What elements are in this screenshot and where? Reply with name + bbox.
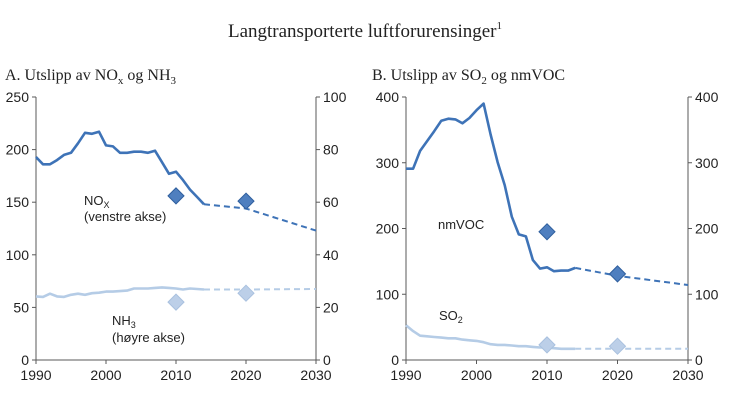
nox-label-text: NO [84,193,104,208]
nox-target-diamond [167,187,185,205]
so2-label-sub: 2 [458,315,463,325]
nh3-projection-line [204,288,317,291]
nh3-axis-note: (høyre akse) [112,330,185,345]
nox-line [35,130,205,206]
x-tick-label: 2000 [461,367,492,383]
right-tick-label: 100 [323,89,347,105]
left-tick-label: 400 [376,89,400,105]
nox-projection-marker-diamond [237,192,255,210]
left-tick-label: 250 [6,89,30,105]
nh3-line [35,286,205,299]
nh3-target-diamond [167,293,185,311]
x-tick-label: 2010 [531,367,562,383]
left-tick-label: 0 [391,352,399,368]
nmvoc-label: nmVOC [438,217,484,232]
left-tick-label: 100 [376,286,400,302]
nox-label-sub: X [104,200,110,210]
panel-b-title-mid: og nmVOC [487,67,565,84]
so2-label: SO2 [439,308,463,325]
left-tick-label: 300 [376,155,400,171]
left-tick-label: 200 [6,142,30,158]
figure-title-footnote: 1 [497,20,503,32]
figure-title: Langtransporterte luftforurensinger1 [228,20,502,42]
right-tick-label: 60 [323,194,339,210]
right-tick-label: 0 [323,352,331,368]
so2-label-text: SO [439,308,458,323]
x-tick-label: 2000 [90,367,121,383]
right-tick-label: 100 [695,286,719,302]
panel-b-title-prefix: B. Utslipp av SO [372,67,481,84]
left-tick-label: 50 [13,299,29,315]
x-tick-label: 1990 [20,367,51,383]
so2-target-diamond [538,336,556,354]
right-tick-label: 300 [695,155,719,171]
panel-b-title: B. Utslipp av SO2 og nmVOC [372,67,565,87]
panel-a-title-prefix: A. Utslipp av NO [5,67,118,84]
x-tick-label: 2030 [672,367,703,383]
right-tick-label: 80 [323,142,339,158]
left-tick-label: 200 [376,221,400,237]
left-tick-label: 100 [6,247,30,263]
right-tick-label: 200 [695,221,719,237]
right-tick-label: 400 [695,89,719,105]
x-tick-label: 2010 [160,367,191,383]
x-tick-label: 1990 [390,367,421,383]
nh3-projection-marker-diamond [237,284,255,302]
nh3-label-text: NH [112,313,131,328]
panel-a-title: A. Utslipp av NOx og NH3 [5,67,177,87]
x-tick-label: 2020 [602,367,633,383]
panel-b-title-sub1: 2 [481,75,487,87]
right-tick-label: 40 [323,247,339,263]
nox-axis-note: (venstre akse) [84,209,166,224]
left-tick-label: 150 [6,194,30,210]
nh3-label: NH3 [112,313,136,330]
figure-title-text: Langtransporterte luftforurensinger [228,21,497,42]
panel-a-title-sub2: 3 [171,75,177,87]
nmvoc-projection-marker-diamond [608,265,627,283]
panel-a: A. Utslipp av NOx og NH3 050100150200250… [5,67,347,383]
panel-b: B. Utslipp av SO2 og nmVOC 0100200300400… [372,67,719,383]
left-tick-label: 0 [21,352,29,368]
nmvoc-projection-line [575,266,689,286]
nh3-label-sub: 3 [131,320,136,330]
x-tick-label: 2030 [300,367,331,383]
nmvoc-line [406,102,576,273]
right-tick-label: 20 [323,299,339,315]
panel-a-title-sub1: x [118,75,124,87]
panel-a-title-mid: og NH [123,67,171,84]
x-tick-label: 2020 [230,367,261,383]
nmvoc-target-diamond [538,223,556,241]
right-tick-label: 0 [695,352,703,368]
so2-projection-marker-diamond [608,337,627,355]
nox-projection-line [203,203,317,232]
nox-label: NOX [84,193,110,210]
